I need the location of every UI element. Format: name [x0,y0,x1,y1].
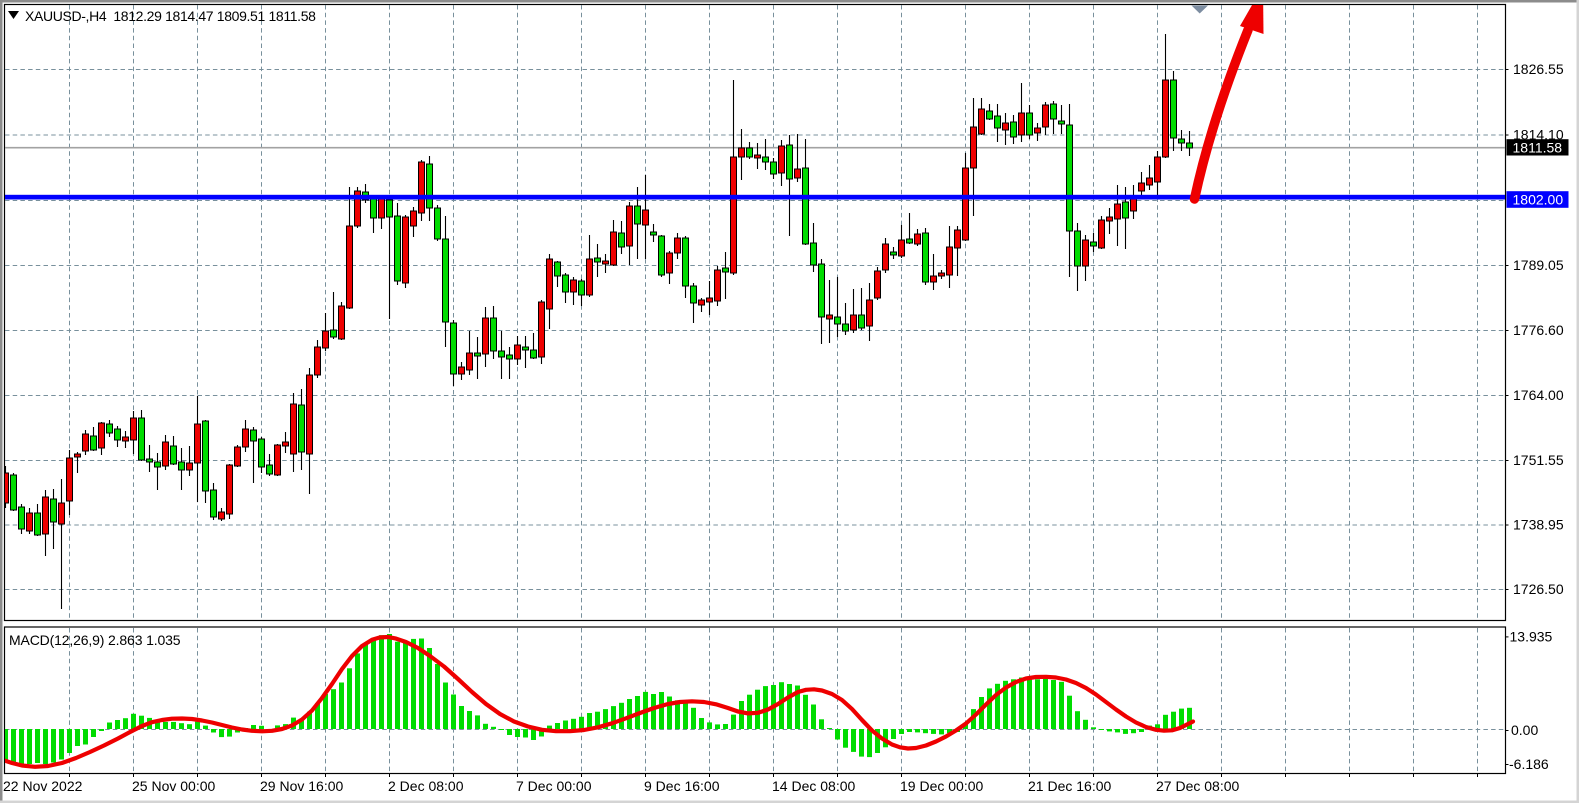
svg-text:22 Nov 2022: 22 Nov 2022 [3,778,83,794]
svg-text:25 Nov 00:00: 25 Nov 00:00 [132,778,215,794]
svg-text:MACD(12,26,9) 2.863 1.035: MACD(12,26,9) 2.863 1.035 [9,632,181,648]
svg-text:1726.50: 1726.50 [1513,581,1564,597]
svg-text:1814.10: 1814.10 [1513,127,1564,143]
svg-text:1764.00: 1764.00 [1513,387,1564,403]
svg-text:1776.60: 1776.60 [1513,322,1564,338]
svg-text:21 Dec 16:00: 21 Dec 16:00 [1028,778,1111,794]
svg-text:-6.186: -6.186 [1509,756,1549,772]
svg-text:27 Dec 08:00: 27 Dec 08:00 [1156,778,1239,794]
svg-text:1789.05: 1789.05 [1513,257,1564,273]
svg-text:9 Dec 16:00: 9 Dec 16:00 [644,778,720,794]
svg-text:19 Dec 00:00: 19 Dec 00:00 [900,778,983,794]
svg-text:2 Dec 08:00: 2 Dec 08:00 [388,778,464,794]
svg-text:0.00: 0.00 [1511,722,1538,738]
svg-text:XAUUSD-,H4 1812.29 1814.47 18: XAUUSD-,H4 1812.29 1814.47 1809.51 1811.… [25,8,316,24]
svg-text:1811.58: 1811.58 [1513,140,1563,156]
svg-text:14 Dec 08:00: 14 Dec 08:00 [772,778,855,794]
svg-text:13.935: 13.935 [1510,628,1553,644]
svg-text:1738.95: 1738.95 [1513,517,1564,533]
svg-text:29 Nov 16:00: 29 Nov 16:00 [260,778,343,794]
svg-text:7 Dec 00:00: 7 Dec 00:00 [516,778,592,794]
svg-text:1751.55: 1751.55 [1513,452,1564,468]
svg-text:1802.00: 1802.00 [1513,192,1564,208]
svg-text:1826.55: 1826.55 [1513,61,1564,77]
